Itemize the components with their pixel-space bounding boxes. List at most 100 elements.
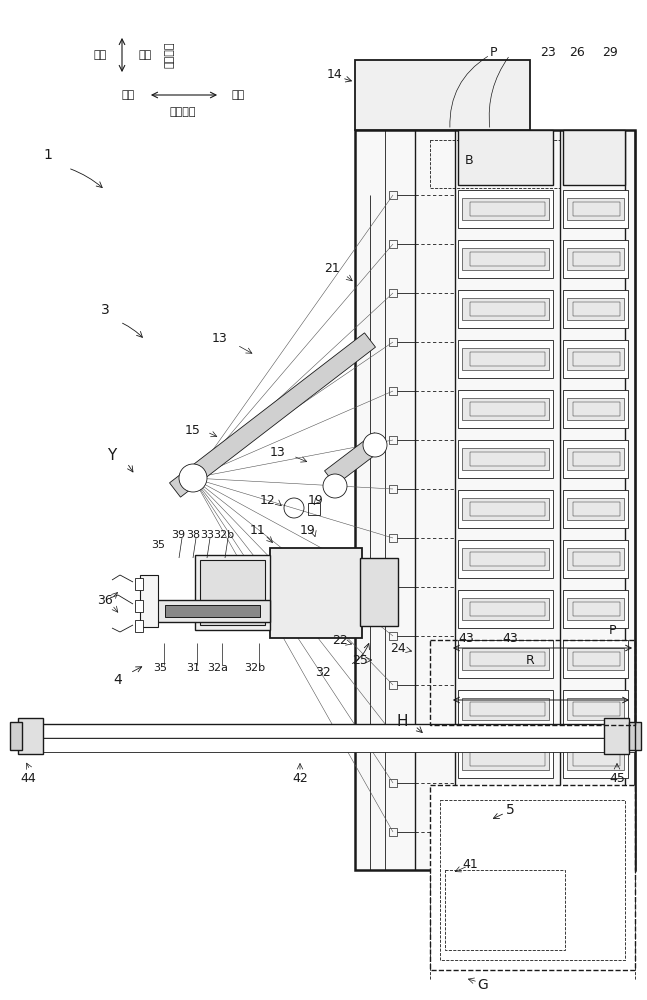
- Bar: [458, 640, 553, 678]
- Bar: [430, 640, 635, 725]
- Bar: [567, 648, 624, 670]
- Text: 上侧: 上侧: [93, 50, 107, 60]
- Bar: [563, 540, 628, 578]
- Bar: [573, 202, 620, 216]
- Text: 32b: 32b: [214, 530, 235, 540]
- Bar: [470, 252, 545, 266]
- Text: 32a: 32a: [208, 663, 228, 673]
- Text: 39: 39: [171, 530, 185, 540]
- Bar: [573, 652, 620, 666]
- Bar: [458, 540, 553, 578]
- Text: 19: 19: [308, 493, 324, 506]
- Bar: [462, 698, 549, 720]
- Bar: [200, 560, 265, 625]
- Bar: [563, 790, 628, 828]
- Bar: [458, 290, 553, 328]
- Bar: [462, 448, 549, 470]
- Bar: [470, 702, 545, 716]
- Bar: [389, 779, 397, 787]
- Bar: [445, 870, 565, 950]
- Bar: [573, 552, 620, 566]
- Bar: [462, 598, 549, 620]
- Bar: [604, 718, 629, 754]
- Bar: [389, 191, 397, 199]
- Bar: [470, 602, 545, 616]
- Text: 1: 1: [43, 148, 52, 162]
- Bar: [470, 202, 545, 216]
- Text: 铅垂方向: 铅垂方向: [165, 42, 175, 68]
- Bar: [389, 485, 397, 493]
- Bar: [573, 402, 620, 416]
- Bar: [458, 190, 553, 228]
- Bar: [563, 590, 628, 628]
- Bar: [389, 436, 397, 444]
- Text: 29: 29: [602, 45, 618, 58]
- Bar: [458, 590, 553, 628]
- Bar: [462, 798, 549, 820]
- Circle shape: [323, 474, 347, 498]
- Bar: [389, 534, 397, 542]
- Bar: [389, 730, 397, 738]
- Bar: [470, 652, 545, 666]
- Text: 4: 4: [114, 673, 122, 687]
- Bar: [567, 248, 624, 270]
- Bar: [458, 390, 553, 428]
- Text: 下侧: 下侧: [138, 50, 151, 60]
- Bar: [563, 640, 628, 678]
- Text: 前后方向: 前后方向: [170, 107, 196, 117]
- Bar: [563, 740, 628, 778]
- Bar: [458, 340, 553, 378]
- Bar: [165, 605, 260, 617]
- Bar: [389, 289, 397, 297]
- Bar: [629, 722, 641, 750]
- Text: 22: 22: [332, 634, 348, 647]
- Bar: [389, 338, 397, 346]
- Bar: [458, 740, 553, 778]
- Text: 24: 24: [390, 642, 406, 654]
- Bar: [389, 387, 397, 395]
- Bar: [470, 302, 545, 316]
- Text: P: P: [608, 624, 616, 637]
- Text: H: H: [396, 714, 408, 730]
- Bar: [567, 748, 624, 770]
- Bar: [462, 648, 549, 670]
- Polygon shape: [325, 433, 386, 485]
- Bar: [563, 240, 628, 278]
- Text: 5: 5: [505, 803, 514, 817]
- Bar: [573, 752, 620, 766]
- Bar: [389, 632, 397, 640]
- Text: 43: 43: [458, 632, 474, 645]
- Bar: [135, 620, 143, 632]
- Bar: [563, 490, 628, 528]
- Bar: [563, 690, 628, 728]
- Bar: [567, 448, 624, 470]
- Bar: [308, 503, 320, 515]
- Bar: [462, 348, 549, 370]
- Bar: [389, 681, 397, 689]
- Text: 26: 26: [569, 45, 585, 58]
- Bar: [573, 452, 620, 466]
- Bar: [573, 252, 620, 266]
- Bar: [155, 600, 270, 622]
- Bar: [18, 718, 43, 754]
- Polygon shape: [170, 333, 375, 497]
- Text: 32: 32: [315, 666, 331, 678]
- Bar: [470, 752, 545, 766]
- Text: 33: 33: [200, 530, 214, 540]
- Bar: [195, 555, 270, 630]
- Text: 45: 45: [609, 772, 625, 784]
- Text: 13: 13: [270, 446, 286, 458]
- Text: 前侧: 前侧: [122, 90, 135, 100]
- Bar: [573, 802, 620, 816]
- Bar: [563, 390, 628, 428]
- Bar: [470, 402, 545, 416]
- Text: G: G: [477, 978, 488, 992]
- Bar: [135, 578, 143, 590]
- Bar: [573, 302, 620, 316]
- Text: 32b: 32b: [245, 663, 265, 673]
- Text: P: P: [490, 45, 498, 58]
- Bar: [355, 130, 635, 870]
- Text: 3: 3: [101, 303, 109, 317]
- Text: R: R: [525, 654, 534, 666]
- Bar: [355, 60, 530, 130]
